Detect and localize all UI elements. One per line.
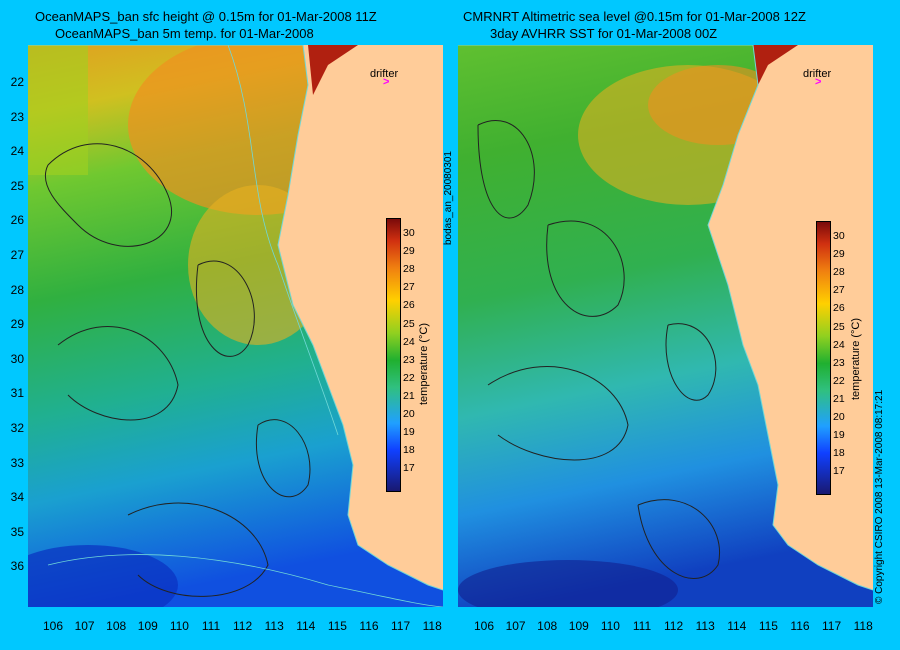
longitude-tick-right: 114 — [727, 619, 747, 633]
longitude-tick-left: 106 — [42, 619, 64, 633]
colorbar-tick-left: 18 — [403, 444, 415, 457]
longitude-tick-right: 108 — [537, 619, 558, 633]
colorbar-tick-left: 20 — [403, 408, 415, 420]
latitude-tick: 26 — [10, 213, 24, 228]
colorbar-tick-left: 29 — [403, 245, 415, 258]
latitude-tick: 29 — [10, 317, 24, 332]
colorbar-tick-right: 17 — [833, 465, 845, 478]
longitude-tick-right: 116 — [790, 619, 810, 633]
longitude-tick-right: 112 — [664, 619, 684, 633]
colorbar-tick-right: 23 — [833, 356, 845, 369]
colorbar-tick-right: 20 — [833, 411, 845, 423]
right-title-line2: 3day AVHRR SST for 01-Mar-2008 00Z — [490, 26, 718, 41]
colorbar-tick-right: 26 — [833, 302, 845, 315]
right-colorbar-label: temperature (°C) — [850, 317, 862, 400]
copyright-text: © Copyright CSIRO 2008 13-Mar-2008 08:17… — [874, 389, 885, 604]
longitude-tick-left: 113 — [264, 619, 284, 633]
right-map-panel[interactable] — [458, 45, 873, 607]
longitude-tick-left: 111 — [201, 619, 221, 633]
right-colorbar — [816, 221, 831, 495]
latitude-tick: 36 — [10, 559, 24, 574]
colorbar-tick-left: 17 — [403, 462, 415, 475]
left-map-panel[interactable] — [28, 45, 443, 607]
colorbar-tick-left: 26 — [403, 299, 415, 312]
longitude-tick-left: 110 — [169, 619, 189, 633]
latitude-tick: 32 — [10, 421, 24, 435]
colorbar-tick-right: 22 — [833, 374, 845, 387]
colorbar-tick-right: 19 — [833, 429, 845, 442]
colorbar-tick-right: 21 — [833, 392, 845, 405]
latitude-tick: 25 — [10, 178, 24, 193]
colorbar-tick-right: 24 — [833, 338, 845, 351]
longitude-tick-left: 114 — [296, 619, 316, 633]
longitude-tick-left: 116 — [359, 619, 379, 633]
colorbar-tick-right: 25 — [833, 320, 845, 333]
longitude-tick-right: 106 — [473, 619, 495, 633]
colorbar-tick-right: 28 — [833, 266, 845, 279]
right-title-line1: CMRNRT Altimetric sea level @0.15m for 0… — [463, 9, 806, 24]
longitude-tick-right: 110 — [600, 619, 620, 633]
colorbar-tick-left: 22 — [403, 371, 415, 384]
colorbar-tick-left: 24 — [403, 335, 415, 348]
longitude-tick-left: 117 — [391, 619, 411, 633]
drifter-label-right: drifter — [803, 68, 832, 80]
colorbar-tick-left: 27 — [403, 281, 415, 294]
latitude-tick: 24 — [10, 144, 24, 159]
latitude-tick: 23 — [10, 109, 24, 124]
drifter-icon: > — [383, 76, 390, 88]
longitude-tick-right: 113 — [695, 619, 715, 633]
left-colorbar — [386, 218, 401, 492]
latitude-tick: 35 — [10, 524, 24, 539]
longitude-tick-right: 117 — [822, 619, 842, 633]
left-sst-field — [28, 45, 443, 607]
colorbar-tick-right: 27 — [833, 284, 845, 297]
longitude-tick-left: 112 — [233, 619, 253, 633]
latitude-tick: 31 — [10, 386, 24, 401]
latitude-tick: 33 — [10, 455, 24, 470]
land-mass — [28, 45, 443, 590]
colorbar-tick-right: 18 — [833, 447, 845, 460]
latitude-tick: 28 — [10, 282, 24, 297]
longitude-tick-left: 109 — [137, 619, 158, 633]
longitude-tick-left: 118 — [422, 619, 442, 633]
latitude-tick: 22 — [10, 75, 24, 89]
colorbar-tick-right: 29 — [833, 248, 845, 261]
land-mass — [458, 45, 873, 590]
latitude-tick: 30 — [10, 351, 24, 366]
colorbar-tick-left: 23 — [403, 353, 415, 366]
drifter-label-left: drifter — [370, 68, 399, 80]
longitude-tick-left: 115 — [327, 619, 347, 633]
colorbar-tick-left: 30 — [403, 227, 415, 239]
longitude-tick-left: 108 — [106, 619, 127, 633]
colorbar-tick-left: 19 — [403, 426, 415, 439]
longitude-tick-right: 111 — [632, 619, 652, 633]
colorbar-tick-right: 30 — [833, 230, 845, 242]
colorbar-tick-left: 25 — [403, 317, 415, 330]
longitude-tick-right: 109 — [568, 619, 589, 633]
right-sst-field — [458, 45, 873, 607]
colorbar-tick-left: 21 — [403, 389, 415, 402]
left-title-line2: OceanMAPS_ban 5m temp. for 01-Mar-2008 — [55, 26, 314, 41]
colorbar-tick-left: 28 — [403, 263, 415, 276]
longitude-tick-right: 107 — [505, 619, 526, 633]
left-colorbar-label: temperature (°C) — [418, 322, 430, 405]
latitude-tick: 34 — [10, 490, 24, 505]
longitude-tick-right: 115 — [758, 619, 778, 633]
longitude-tick-right: 118 — [853, 619, 873, 633]
longitude-tick-left: 107 — [74, 619, 95, 633]
drifter-icon-right: > — [815, 76, 822, 88]
left-title-line1: OceanMAPS_ban sfc height @ 0.15m for 01-… — [35, 9, 377, 24]
latitude-tick: 27 — [10, 248, 24, 262]
run-id-label: bodas_an_20080301 — [443, 151, 454, 245]
